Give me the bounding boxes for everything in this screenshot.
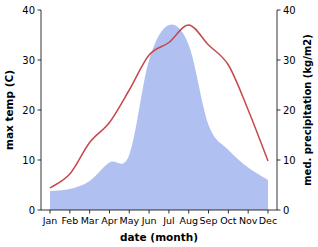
y-label: max temp (C) bbox=[3, 70, 15, 150]
y2-label: med. precipitation (kg/m2) bbox=[302, 34, 313, 186]
y2-tick bbox=[277, 60, 281, 61]
y2-tick bbox=[277, 160, 281, 161]
x-tick bbox=[129, 210, 130, 214]
x-tick bbox=[109, 210, 110, 214]
y-tick-label: 40 bbox=[22, 5, 35, 16]
x-tick-label: Apr bbox=[101, 215, 118, 226]
x-tick-label: Mar bbox=[81, 215, 99, 226]
x-tick-label: Nov bbox=[239, 215, 258, 226]
y2-tick bbox=[277, 110, 281, 111]
x-label: date (month) bbox=[120, 231, 198, 243]
y2-tick-label: 10 bbox=[283, 155, 296, 166]
y2-tick-label: 40 bbox=[283, 5, 296, 16]
y-tick bbox=[38, 110, 42, 111]
y2-tick-label: 20 bbox=[283, 105, 296, 116]
x-tick-label: Dec bbox=[259, 215, 277, 226]
y-tick bbox=[38, 60, 42, 61]
y-tick bbox=[38, 160, 42, 161]
y2-tick-label: 0 bbox=[283, 205, 289, 216]
y-tick bbox=[38, 210, 42, 211]
x-tick-label: Jan bbox=[42, 215, 58, 226]
plot-area bbox=[50, 24, 268, 210]
x-tick bbox=[149, 210, 150, 214]
y2-tick-label: 30 bbox=[283, 55, 296, 66]
y-tick-label: 20 bbox=[22, 105, 35, 116]
x-tick-label: Jul bbox=[162, 215, 174, 226]
x-tick bbox=[228, 210, 229, 214]
x-tick bbox=[208, 210, 209, 214]
x-tick bbox=[168, 210, 169, 214]
precip-area bbox=[50, 24, 268, 210]
x-tick-label: Oct bbox=[220, 215, 237, 226]
y-tick bbox=[38, 10, 42, 11]
x-tick bbox=[248, 210, 249, 214]
x-tick bbox=[268, 210, 269, 214]
x-tick bbox=[89, 210, 90, 214]
x-tick bbox=[188, 210, 189, 214]
y-tick-label: 0 bbox=[29, 205, 35, 216]
y2-tick bbox=[277, 210, 281, 211]
x-tick-label: Sep bbox=[200, 215, 218, 226]
temp-line bbox=[50, 25, 268, 188]
x-tick-label: Jun bbox=[141, 215, 157, 226]
x-tick-label: Aug bbox=[179, 215, 198, 226]
y-tick-label: 10 bbox=[22, 155, 35, 166]
x-tick-label: May bbox=[119, 215, 139, 226]
x-axis bbox=[41, 210, 277, 211]
y2-tick bbox=[277, 10, 281, 11]
x-tick bbox=[50, 210, 51, 214]
x-tick-label: Feb bbox=[61, 215, 78, 226]
x-tick bbox=[69, 210, 70, 214]
y-tick-label: 30 bbox=[22, 55, 35, 66]
chart: 0 10 20 30 40 0 10 20 30 40 JanFebMarAprMayJun Jul A… bbox=[0, 0, 318, 247]
